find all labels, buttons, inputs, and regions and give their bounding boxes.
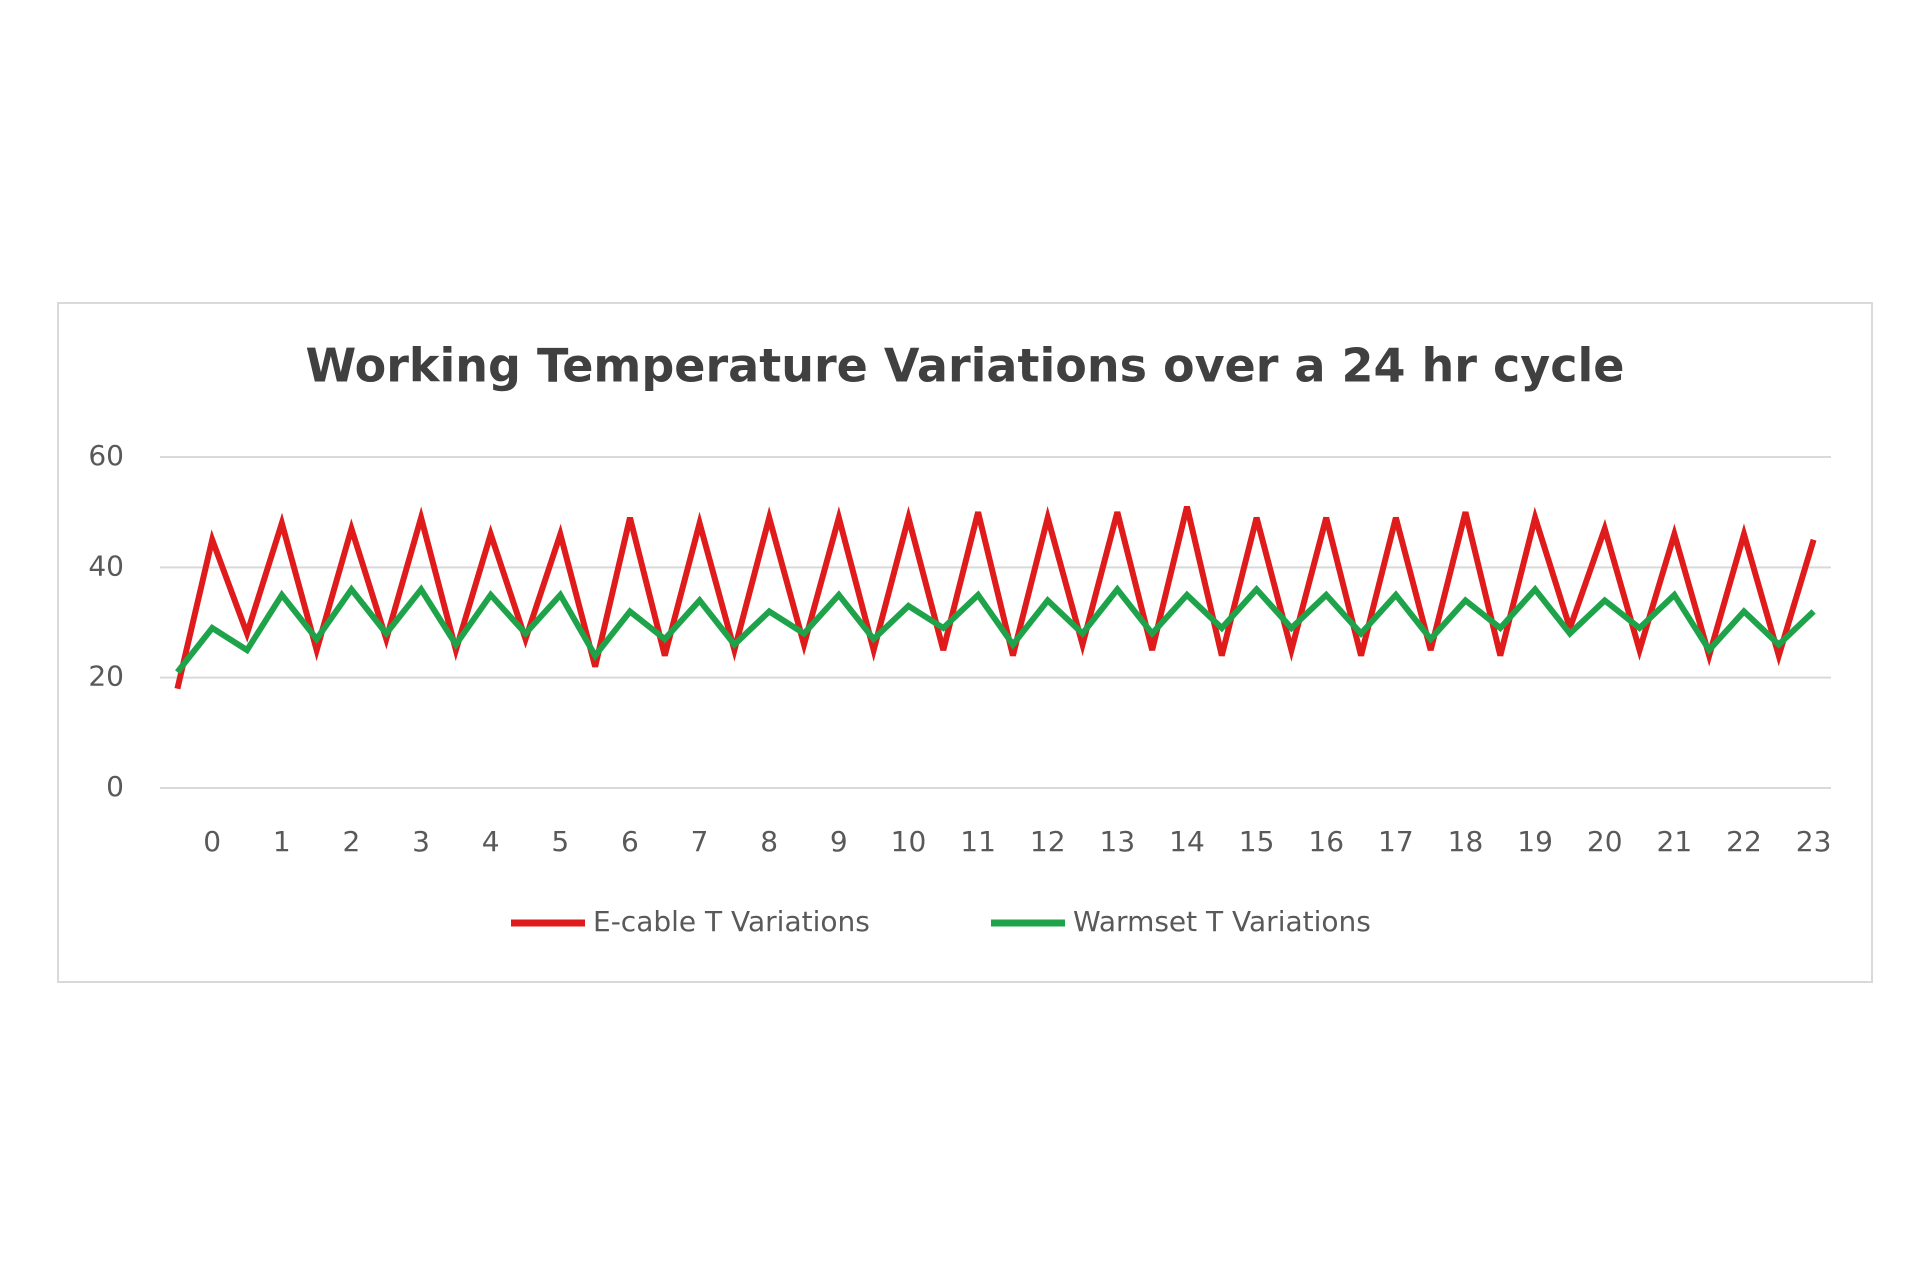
- x-tick-label: 18: [1448, 825, 1484, 858]
- x-tick-label: 3: [412, 825, 430, 858]
- x-tick-label: 19: [1517, 825, 1553, 858]
- legend-label: Warmset T Variations: [1073, 905, 1371, 938]
- x-tick-label: 13: [1100, 825, 1136, 858]
- x-tick-label: 4: [482, 825, 500, 858]
- x-tick-label: 5: [551, 825, 569, 858]
- chart-frame: [57, 302, 1873, 983]
- chart-title: Working Temperature Variations over a 24…: [306, 339, 1625, 393]
- x-tick-label: 7: [691, 825, 709, 858]
- x-tick-label: 14: [1169, 825, 1205, 858]
- x-tick-label: 15: [1239, 825, 1275, 858]
- x-tick-label: 10: [891, 825, 927, 858]
- y-tick-label: 60: [88, 439, 124, 472]
- x-tick-label: 20: [1587, 825, 1623, 858]
- series-line: [174, 505, 1817, 690]
- x-tick-label: 0: [203, 825, 221, 858]
- x-tick-label: 23: [1796, 825, 1832, 858]
- legend-label: E-cable T Variations: [593, 905, 870, 938]
- y-tick-label: 20: [88, 660, 124, 693]
- x-tick-label: 16: [1308, 825, 1344, 858]
- x-tick-label: 12: [1030, 825, 1066, 858]
- series-line: [175, 584, 1816, 675]
- x-tick-label: 8: [760, 825, 778, 858]
- x-tick-label: 17: [1378, 825, 1414, 858]
- x-tick-label: 2: [343, 825, 361, 858]
- x-tick-label: 22: [1726, 825, 1762, 858]
- x-tick-label: 1: [273, 825, 291, 858]
- x-tick-label: 6: [621, 825, 639, 858]
- x-tick-label: 9: [830, 825, 848, 858]
- y-tick-label: 40: [88, 549, 124, 582]
- y-tick-label: 0: [106, 770, 124, 803]
- x-tick-label: 11: [960, 825, 996, 858]
- x-tick-label: 21: [1657, 825, 1693, 858]
